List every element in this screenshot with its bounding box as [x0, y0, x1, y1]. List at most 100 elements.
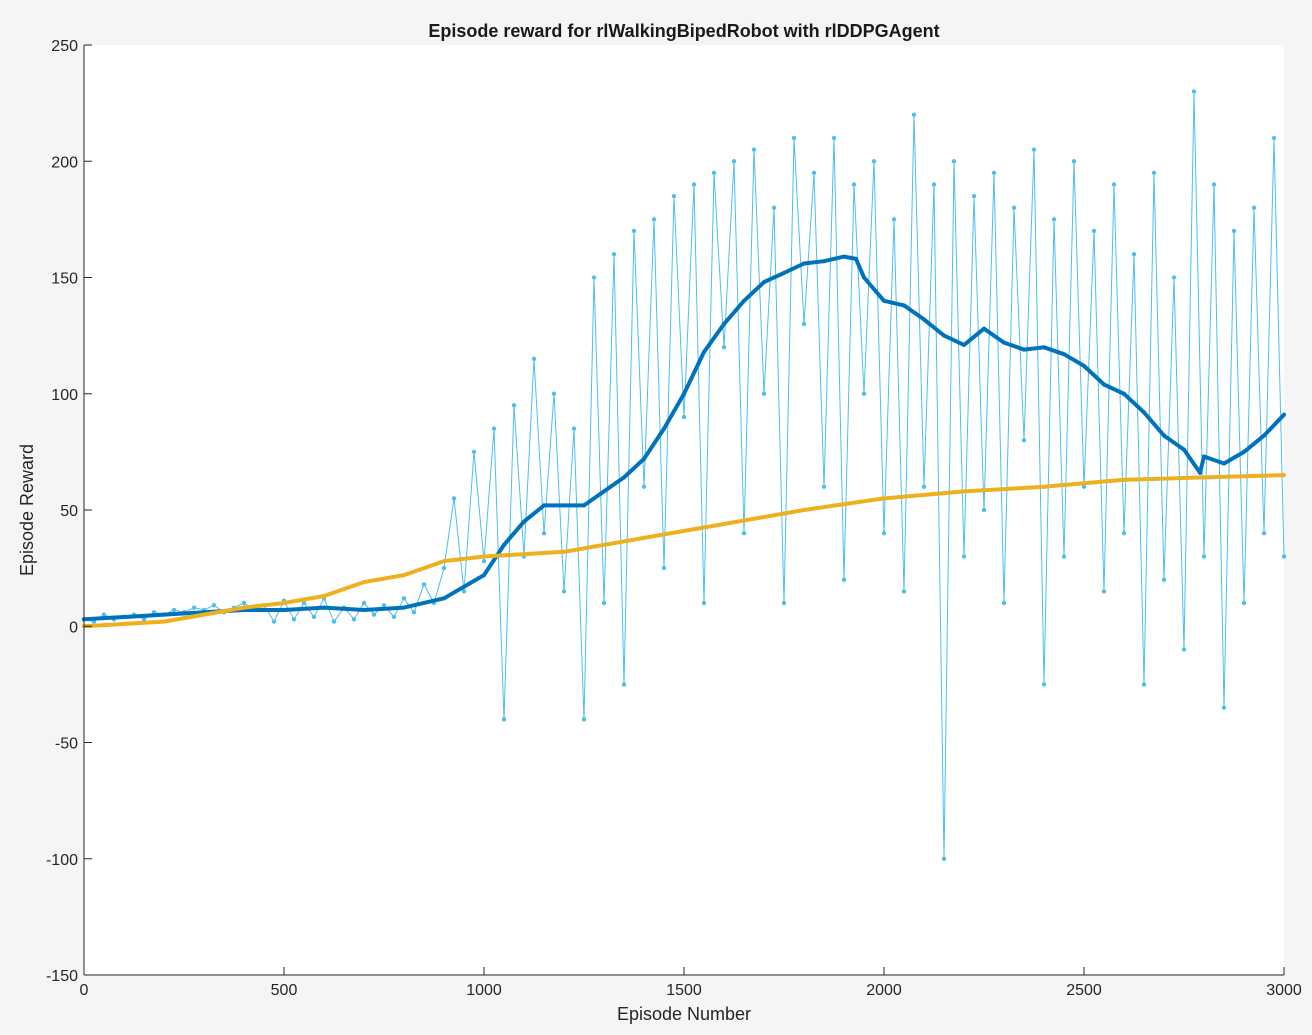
data-point: [742, 298, 746, 303]
series-episode-reward: [81, 89, 1287, 861]
data-point: [162, 612, 166, 617]
data-point: [622, 475, 626, 480]
data-point: [962, 342, 966, 347]
data-point: [1162, 433, 1166, 438]
data-point: [571, 426, 577, 431]
data-point: [1111, 182, 1117, 187]
data-point: [1091, 228, 1097, 234]
y-tick-label: -50: [55, 736, 78, 753]
data-point: [1201, 554, 1207, 559]
data-point: [481, 558, 487, 564]
y-axis-label: Episode Reward: [17, 444, 37, 576]
data-point: [282, 607, 286, 612]
y-tick-label: 0: [69, 619, 78, 636]
y-tick-label: -150: [46, 968, 78, 985]
data-point: [902, 303, 906, 308]
data-point: [1082, 363, 1086, 368]
data-point: [242, 605, 246, 610]
data-point: [531, 356, 537, 362]
data-point: [691, 182, 697, 187]
data-point: [581, 717, 587, 722]
data-point: [642, 456, 646, 461]
data-point: [162, 619, 166, 624]
chart-title: Episode reward for rlWalkingBipedRobot w…: [428, 21, 939, 41]
data-point: [451, 496, 457, 501]
data-point: [1241, 600, 1247, 606]
data-point: [782, 270, 786, 275]
x-tick-label: 2500: [1066, 982, 1102, 999]
data-point: [291, 617, 297, 622]
data-point: [722, 322, 726, 326]
data-point: [362, 580, 366, 585]
series-episode-q0: [82, 473, 1286, 629]
data-point: [1001, 600, 1007, 606]
data-point: [1071, 159, 1077, 164]
data-point: [1222, 461, 1226, 466]
data-point: [641, 484, 647, 489]
data-point: [651, 217, 657, 222]
data-point: [922, 317, 926, 322]
data-point: [322, 594, 326, 599]
data-point: [831, 135, 837, 141]
data-point: [862, 275, 866, 280]
data-point: [1042, 345, 1046, 350]
data-point: [551, 391, 557, 396]
data-point: [942, 333, 946, 338]
data-point: [482, 573, 486, 578]
data-point: [582, 503, 586, 508]
data-point: [381, 603, 387, 608]
data-point: [1181, 647, 1187, 652]
data-point: [771, 205, 777, 210]
data-point: [1221, 705, 1227, 710]
data-point: [1122, 477, 1126, 482]
data-point: [1081, 484, 1087, 489]
data-point: [402, 605, 406, 610]
y-tick-label: 100: [51, 387, 78, 404]
data-point: [1231, 228, 1237, 234]
data-point: [371, 612, 377, 617]
data-point: [1191, 89, 1197, 94]
data-point: [621, 682, 627, 687]
data-point: [562, 549, 566, 554]
data-point: [122, 614, 126, 619]
data-point: [331, 619, 337, 624]
data-point: [522, 519, 526, 524]
data-point: [661, 565, 667, 571]
data-point: [762, 280, 766, 285]
data-point: [461, 589, 467, 594]
data-point: [911, 112, 917, 117]
data-point: [421, 582, 427, 587]
x-tick-label: 3000: [1266, 982, 1302, 999]
series-line: [83, 473, 1285, 629]
data-point: [802, 508, 806, 512]
data-point: [1021, 438, 1027, 443]
data-point: [821, 484, 827, 489]
data-point: [1121, 531, 1127, 536]
data-point: [1282, 412, 1286, 417]
data-point: [882, 496, 886, 501]
data-point: [791, 135, 797, 141]
data-point: [781, 600, 787, 606]
data-point: [1011, 205, 1017, 210]
data-point: [811, 170, 817, 176]
data-point: [731, 159, 737, 164]
data-point: [982, 326, 986, 331]
plot-area: [84, 45, 1284, 975]
y-tick-label: 200: [51, 154, 78, 171]
data-point: [1131, 252, 1137, 257]
x-tick-label: 0: [80, 982, 89, 999]
data-point: [101, 612, 107, 617]
data-point: [1062, 352, 1066, 357]
data-point: [401, 596, 407, 601]
data-point: [1161, 577, 1167, 582]
data-point: [591, 275, 597, 280]
x-tick-label: 500: [271, 982, 298, 999]
data-point: [921, 484, 927, 489]
x-tick-label: 1500: [666, 982, 702, 999]
y-tick-label: 250: [51, 38, 78, 55]
data-point: [802, 261, 806, 266]
data-point: [311, 614, 317, 620]
data-point: [602, 489, 606, 494]
data-point: [1202, 454, 1206, 459]
data-point: [962, 489, 966, 494]
